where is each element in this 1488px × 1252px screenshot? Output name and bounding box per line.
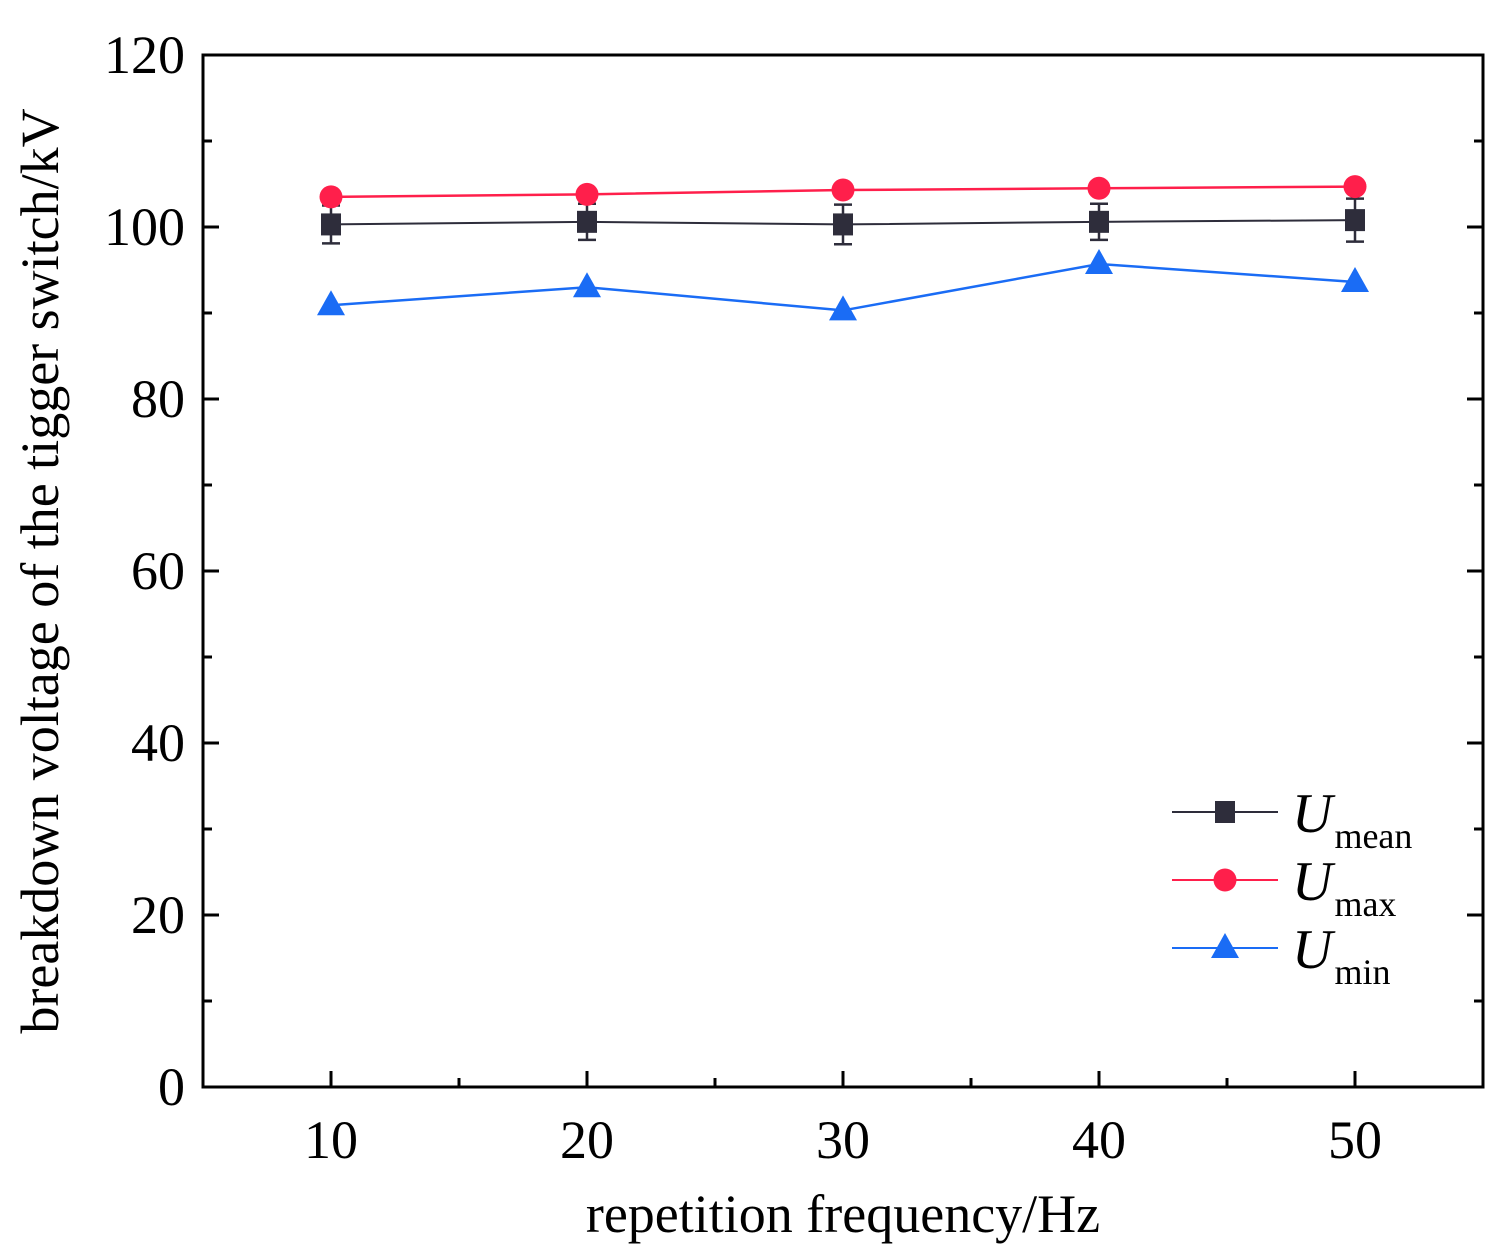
data-point-max [575,182,599,206]
y-tick-label: 40 [131,713,185,773]
data-point-mean [833,213,853,236]
x-tick-label: 10 [304,1110,358,1170]
y-tick-label: 80 [131,369,185,429]
data-point-mean [1089,210,1109,233]
y-axis-label: breakdown voltage of the tigger switch/k… [10,108,70,1033]
legend-item-max: Umax [1172,851,1396,924]
legend-marker [1211,933,1239,958]
data-point-min [1085,248,1113,274]
x-tick-label: 20 [560,1110,614,1170]
data-point-min [1341,267,1369,293]
x-tick-label: 40 [1072,1110,1126,1170]
legend-item-min: Umin [1172,919,1390,992]
series-max [319,175,1367,209]
data-point-min [829,295,857,321]
legend-label: Umax [1292,851,1396,924]
series-min [317,248,1369,321]
data-point-max [1343,175,1367,199]
y-tick-label: 0 [158,1057,185,1117]
data-point-max [319,185,343,209]
data-point-max [1087,176,1111,200]
legend-label: Umin [1292,919,1390,992]
series-mean [321,197,1365,246]
data-point-max [831,178,855,202]
data-point-min [573,272,601,298]
legend-item-mean: Umean [1172,783,1412,856]
x-axis-label: repetition frequency/Hz [586,1184,1100,1244]
x-tick-label: 50 [1328,1110,1382,1170]
legend-marker [1215,801,1235,823]
y-tick-label: 60 [131,541,185,601]
x-tick-label: 30 [816,1110,870,1170]
data-point-mean [321,213,341,236]
data-point-mean [1345,209,1365,232]
plot-frame [201,53,1485,1089]
y-tick-label: 120 [104,25,185,85]
data-point-min [317,290,345,316]
legend-marker [1213,868,1237,892]
data-point-mean [577,210,597,233]
legend-label: Umean [1292,783,1412,856]
y-tick-label: 100 [104,197,185,257]
y-tick-label: 20 [131,885,185,945]
